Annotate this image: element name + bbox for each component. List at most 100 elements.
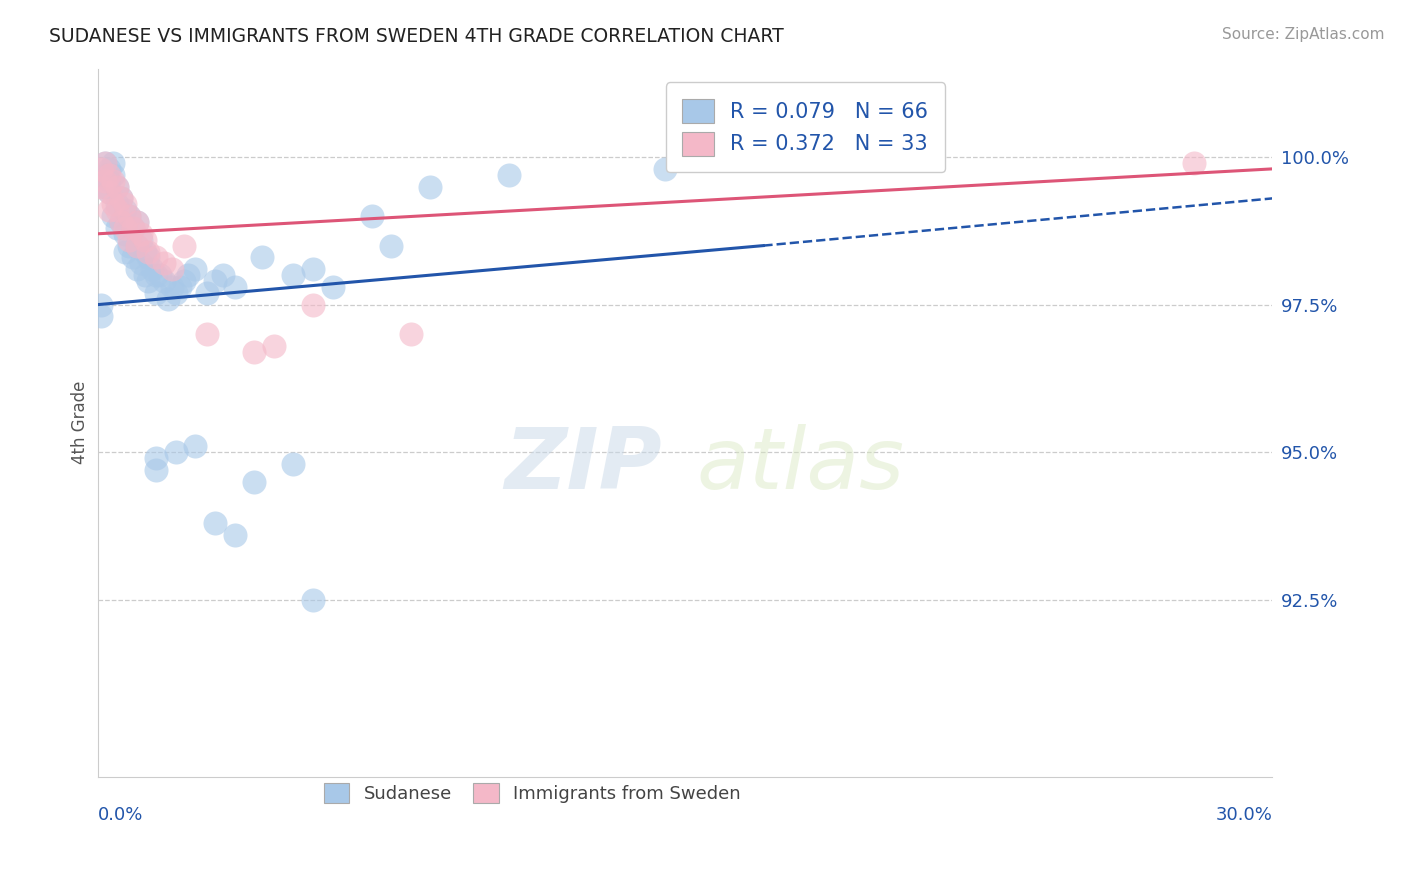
Text: atlas: atlas bbox=[697, 424, 905, 507]
Point bbox=[118, 209, 141, 223]
Point bbox=[302, 262, 325, 277]
Point bbox=[103, 174, 125, 188]
Point bbox=[129, 233, 152, 247]
Point bbox=[302, 298, 325, 312]
Point bbox=[98, 203, 121, 218]
Point bbox=[114, 220, 136, 235]
Point bbox=[243, 475, 266, 489]
Point bbox=[195, 285, 218, 300]
Legend: Sudanese, Immigrants from Sweden: Sudanese, Immigrants from Sweden bbox=[316, 776, 748, 810]
Point bbox=[380, 238, 402, 252]
Point bbox=[250, 251, 273, 265]
Point bbox=[103, 197, 125, 211]
Point bbox=[94, 156, 117, 170]
Point bbox=[98, 161, 121, 176]
Point bbox=[118, 238, 141, 252]
Point bbox=[110, 191, 132, 205]
Point bbox=[173, 274, 195, 288]
Point bbox=[110, 215, 132, 229]
Point bbox=[419, 179, 441, 194]
Point bbox=[138, 244, 160, 259]
Point bbox=[105, 179, 128, 194]
Point bbox=[125, 215, 148, 229]
Point bbox=[145, 463, 167, 477]
Point bbox=[114, 227, 136, 241]
Point bbox=[322, 280, 344, 294]
Point bbox=[302, 592, 325, 607]
Point bbox=[157, 292, 180, 306]
Point bbox=[654, 161, 676, 176]
Point bbox=[105, 179, 128, 194]
Point bbox=[134, 244, 156, 259]
Point bbox=[204, 274, 226, 288]
Point bbox=[98, 186, 121, 200]
Point bbox=[224, 280, 246, 294]
Text: 0.0%: 0.0% bbox=[97, 806, 143, 824]
Point bbox=[149, 268, 172, 282]
Point bbox=[141, 262, 163, 277]
Point bbox=[114, 244, 136, 259]
Point bbox=[94, 168, 117, 182]
Text: SUDANESE VS IMMIGRANTS FROM SWEDEN 4TH GRADE CORRELATION CHART: SUDANESE VS IMMIGRANTS FROM SWEDEN 4TH G… bbox=[49, 27, 785, 45]
Point bbox=[184, 262, 207, 277]
Point bbox=[94, 174, 117, 188]
Point bbox=[103, 168, 125, 182]
Point bbox=[399, 327, 422, 342]
Point bbox=[121, 220, 143, 235]
Point bbox=[121, 220, 143, 235]
Point bbox=[212, 268, 235, 282]
Point bbox=[283, 457, 305, 471]
Point bbox=[165, 445, 187, 459]
Point bbox=[145, 285, 167, 300]
Point bbox=[110, 215, 132, 229]
Text: ZIP: ZIP bbox=[503, 424, 662, 507]
Point bbox=[360, 209, 382, 223]
Point bbox=[204, 516, 226, 530]
Point bbox=[125, 262, 148, 277]
Point bbox=[114, 203, 136, 218]
Point bbox=[195, 327, 218, 342]
Point bbox=[134, 268, 156, 282]
Point bbox=[165, 285, 187, 300]
Point bbox=[90, 179, 112, 194]
Point bbox=[98, 186, 121, 200]
Point bbox=[125, 238, 148, 252]
Point bbox=[94, 156, 117, 170]
Text: 30.0%: 30.0% bbox=[1216, 806, 1272, 824]
Point bbox=[98, 168, 121, 182]
Point bbox=[153, 274, 176, 288]
Point bbox=[90, 310, 112, 324]
Point bbox=[224, 528, 246, 542]
Y-axis label: 4th Grade: 4th Grade bbox=[72, 381, 89, 465]
Point bbox=[283, 268, 305, 282]
Point bbox=[90, 298, 112, 312]
Point bbox=[145, 451, 167, 466]
Point bbox=[160, 280, 183, 294]
Point bbox=[114, 197, 136, 211]
Point bbox=[145, 251, 167, 265]
Point bbox=[103, 156, 125, 170]
Point bbox=[105, 220, 128, 235]
Point bbox=[160, 262, 183, 277]
Point bbox=[118, 209, 141, 223]
Text: Source: ZipAtlas.com: Source: ZipAtlas.com bbox=[1222, 27, 1385, 42]
Point bbox=[263, 339, 285, 353]
Point bbox=[498, 168, 520, 182]
Point bbox=[94, 179, 117, 194]
Point bbox=[138, 251, 160, 265]
Point bbox=[129, 227, 152, 241]
Point bbox=[184, 439, 207, 453]
Point bbox=[125, 238, 148, 252]
Point bbox=[153, 256, 176, 270]
Point bbox=[243, 344, 266, 359]
Point bbox=[169, 280, 191, 294]
Point bbox=[105, 203, 128, 218]
Point bbox=[1182, 156, 1205, 170]
Point bbox=[98, 174, 121, 188]
Point bbox=[110, 191, 132, 205]
Point bbox=[103, 209, 125, 223]
Point bbox=[105, 197, 128, 211]
Point bbox=[118, 233, 141, 247]
Point bbox=[134, 233, 156, 247]
Point bbox=[176, 268, 198, 282]
